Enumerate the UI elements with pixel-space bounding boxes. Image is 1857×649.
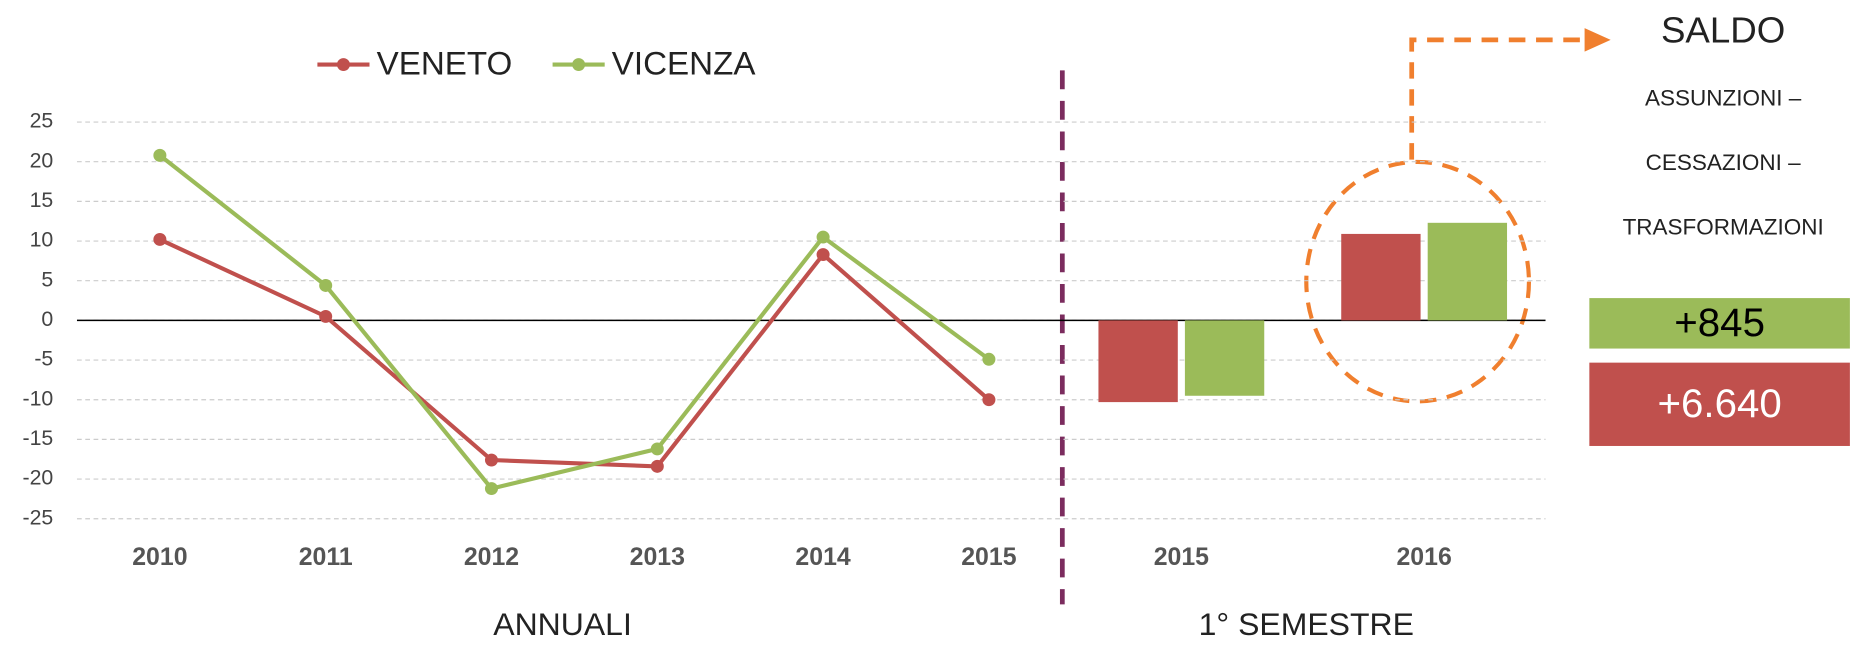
legend-dot — [336, 58, 350, 72]
bar — [1184, 320, 1265, 396]
y-tick-label: -10 — [22, 387, 53, 410]
point — [484, 453, 499, 467]
bar — [1427, 222, 1508, 321]
highlight-circle — [1304, 159, 1532, 404]
point — [319, 279, 333, 292]
saldo-line: ASSUNZIONI – — [1645, 86, 1802, 111]
y-tick-label: -15 — [22, 427, 53, 450]
y-tick-label: 10 — [30, 229, 54, 252]
y-tick-label: 20 — [30, 149, 54, 172]
saldo-value: +6.640 — [1657, 382, 1781, 426]
saldo-value: +845 — [1674, 301, 1765, 345]
point — [816, 230, 830, 244]
y-tick-label: -5 — [34, 348, 53, 371]
point — [650, 442, 664, 456]
x-tick-label: 2015 — [961, 544, 1017, 571]
saldo-box — [1589, 362, 1850, 446]
y-tick-label: -25 — [22, 506, 53, 529]
y-tick-label: 15 — [30, 189, 54, 212]
legend-label: VICENZA — [612, 45, 756, 82]
x-tick-label: 2015 — [1154, 544, 1210, 571]
x-tick-label: 2010 — [132, 544, 187, 571]
bar — [1341, 233, 1421, 321]
line — [158, 153, 991, 491]
x-tick-label: 2011 — [299, 544, 353, 571]
point — [982, 352, 996, 366]
saldo-line: CESSAZIONI – — [1646, 150, 1802, 175]
arrow — [1409, 37, 1587, 160]
point — [484, 482, 499, 496]
arrow-head — [1584, 28, 1611, 52]
point — [982, 393, 996, 407]
point — [650, 459, 664, 473]
x-tick-label: 2012 — [464, 544, 519, 571]
y-tick-label: -20 — [22, 467, 53, 490]
point — [816, 248, 830, 261]
bar — [1098, 320, 1178, 403]
y-tick-label: 0 — [41, 308, 53, 331]
x-tick-label: 2016 — [1396, 544, 1451, 571]
point — [153, 233, 167, 246]
legend-label: VENETO — [377, 45, 513, 82]
saldo-line: TRASFORMAZIONI — [1623, 215, 1824, 240]
saldo-title: SALDO — [1661, 10, 1785, 51]
point — [319, 309, 333, 323]
line — [159, 237, 991, 469]
saldo-box — [1589, 298, 1850, 349]
y-tick-label: 25 — [30, 110, 54, 133]
x-axis-label: ANNUALI — [493, 606, 632, 642]
legend-dot — [572, 58, 586, 72]
point — [153, 148, 167, 162]
x-tick-label: 2014 — [795, 544, 851, 571]
y-tick-label: 5 — [41, 268, 53, 291]
x-axis-label: 1° SEMESTRE — [1199, 606, 1414, 642]
x-tick-label: 2013 — [630, 544, 685, 571]
